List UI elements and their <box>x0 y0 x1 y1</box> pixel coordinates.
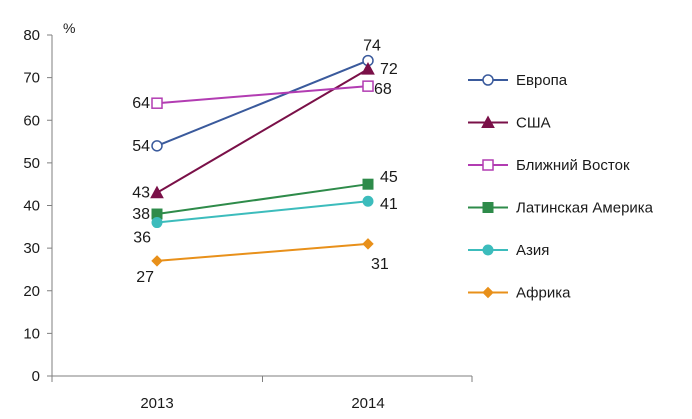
data-label: 64 <box>132 95 150 112</box>
legend-item: Ближний Восток <box>468 157 630 174</box>
data-point <box>362 80 374 92</box>
y-tick-label: 40 <box>23 198 40 215</box>
y-tick-label: 0 <box>32 368 40 385</box>
data-point <box>150 185 164 199</box>
data-label: 27 <box>136 269 154 286</box>
legend-label: Европа <box>516 72 568 89</box>
legend-label: Африка <box>516 285 571 302</box>
x-axis-labels: 2013 2014 <box>140 395 384 412</box>
y-tick-label: 10 <box>23 325 40 342</box>
data-point <box>151 97 163 109</box>
y-tick-label: 20 <box>23 283 40 300</box>
data-label: 43 <box>132 185 150 202</box>
data-label: 68 <box>374 81 392 98</box>
legend-item: США <box>468 115 551 132</box>
data-point <box>151 140 163 152</box>
data-label: 74 <box>363 38 381 55</box>
data-label: 31 <box>371 256 389 273</box>
legend-marker <box>482 286 494 299</box>
data-point <box>151 217 163 229</box>
data-label: 38 <box>132 206 150 223</box>
y-axis-labels: 0 10 20 30 40 50 60 70 80 <box>23 27 40 385</box>
y-axis-unit: % <box>63 20 75 36</box>
series-line <box>156 59 369 147</box>
y-tick-label: 80 <box>23 27 40 44</box>
data-point <box>151 255 163 267</box>
series-5: 36 41 <box>133 195 398 247</box>
x-tick-label: 2013 <box>140 395 173 412</box>
series-3: 64 68 <box>132 80 392 112</box>
series-line <box>156 68 369 194</box>
legend: Европа США Ближний Восток Латинская Америка… <box>468 72 654 302</box>
legend-label: Латинская Америка <box>516 200 654 217</box>
legend-marker <box>482 159 494 171</box>
series-4: 38 45 <box>132 169 398 223</box>
data-label: 72 <box>380 61 398 78</box>
y-tick-label: 50 <box>23 155 40 172</box>
series-line <box>156 242 369 262</box>
legend-item: Европа <box>468 72 568 89</box>
legend-label: Ближний Восток <box>516 157 630 174</box>
legend-item: Африка <box>468 285 571 302</box>
legend-label: США <box>516 115 551 132</box>
y-tick-label: 30 <box>23 240 40 257</box>
data-label: 45 <box>380 169 398 186</box>
axes <box>47 34 473 382</box>
legend-marker <box>482 244 494 256</box>
data-point <box>362 178 374 190</box>
y-tick-label: 70 <box>23 70 40 87</box>
legend-label: Азия <box>516 242 549 259</box>
legend-item: Азия <box>468 242 549 259</box>
series-1: 54 74 <box>132 38 381 155</box>
data-point <box>362 238 374 250</box>
data-point <box>361 62 375 75</box>
legend-marker <box>482 202 494 213</box>
y-tick-label: 60 <box>23 112 40 129</box>
data-label: 36 <box>133 230 151 247</box>
series-line <box>156 85 369 105</box>
series-group: 54 74 43 72 64 68 38 45 36 41 27 31 <box>132 38 398 286</box>
series-2: 43 72 <box>132 61 398 202</box>
series-line <box>156 183 369 216</box>
legend-item: Латинская Америка <box>468 200 654 217</box>
series-line <box>156 200 369 224</box>
data-point <box>362 195 374 207</box>
series-6: 27 31 <box>136 238 389 286</box>
data-label: 54 <box>132 138 150 155</box>
x-tick-label: 2014 <box>351 395 384 412</box>
legend-marker <box>482 74 494 86</box>
data-label: 41 <box>380 196 398 213</box>
legend-marker <box>481 115 495 128</box>
